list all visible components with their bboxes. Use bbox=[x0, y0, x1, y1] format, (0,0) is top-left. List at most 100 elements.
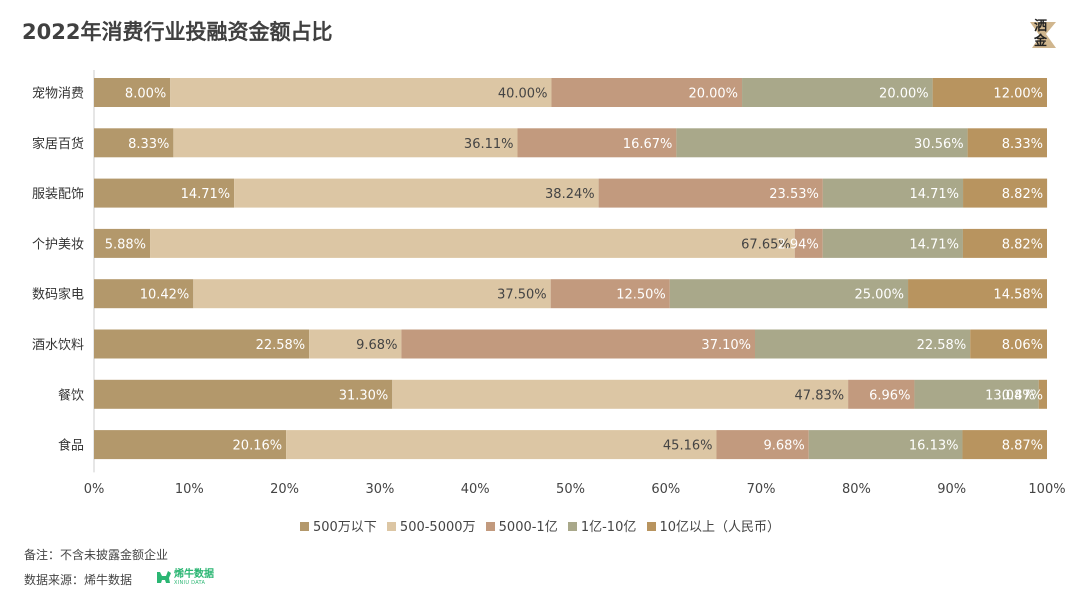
x-tick-label: 100% bbox=[1028, 482, 1065, 497]
bar-segment bbox=[742, 78, 933, 107]
bar-segment bbox=[716, 430, 809, 460]
bar-segment bbox=[963, 178, 1048, 208]
bar-segment bbox=[794, 228, 823, 258]
data-label: 14.58% bbox=[993, 288, 1043, 303]
legend-swatch-0 bbox=[299, 522, 309, 531]
x-tick-label: 0% bbox=[84, 482, 105, 497]
data-label: 13.04% bbox=[985, 388, 1035, 403]
bar-segment bbox=[755, 329, 971, 359]
bar-segment bbox=[970, 329, 1047, 359]
data-label: 14.71% bbox=[909, 187, 959, 202]
logo-star-icon bbox=[1030, 22, 1056, 48]
data-label: 22.58% bbox=[917, 338, 967, 353]
category-label: 数码家电 bbox=[32, 287, 84, 303]
x-tick-label: 70% bbox=[747, 482, 776, 497]
bar-segment bbox=[94, 329, 310, 359]
data-label: 20.00% bbox=[879, 87, 929, 102]
legend-item: 10亿以上（人民币） bbox=[646, 516, 781, 535]
bar-segment bbox=[150, 228, 795, 258]
bar-segment bbox=[848, 379, 915, 409]
data-label: 8.82% bbox=[1002, 237, 1043, 252]
data-label: 23.53% bbox=[769, 187, 819, 202]
chart-title: 2022年消费行业投融资金额占比 bbox=[22, 20, 333, 44]
data-label: 14.71% bbox=[181, 187, 231, 202]
bar-segment bbox=[173, 128, 518, 158]
logo: 洒 金 bbox=[1028, 18, 1058, 52]
legend-label: 500-5000万 bbox=[399, 520, 476, 535]
bar-segment bbox=[962, 228, 1047, 258]
bar-segment bbox=[962, 430, 1047, 460]
data-label: 22.58% bbox=[256, 338, 306, 353]
logo-text-bottom: 金 bbox=[1034, 34, 1048, 49]
bar-segment bbox=[550, 279, 670, 309]
bar-segment bbox=[1038, 379, 1047, 409]
bar-segment bbox=[170, 78, 552, 107]
data-label: 16.13% bbox=[909, 439, 959, 454]
data-label: 10.42% bbox=[140, 288, 190, 303]
legend-label: 1亿-10亿 bbox=[580, 520, 637, 535]
data-label: 38.24% bbox=[545, 187, 595, 202]
category-label: 服装配饰 bbox=[32, 187, 84, 202]
bar-segment bbox=[309, 329, 402, 359]
data-label: 2.94% bbox=[777, 237, 818, 252]
legend-label: 10亿以上（人民币） bbox=[659, 520, 781, 535]
bar-segment bbox=[669, 279, 909, 309]
data-label: 36.11% bbox=[464, 137, 514, 152]
data-label: 20.16% bbox=[233, 439, 283, 454]
legend-swatch-4 bbox=[646, 522, 656, 531]
data-label: 8.82% bbox=[1002, 187, 1043, 202]
data-label: 16.67% bbox=[623, 137, 673, 152]
x-tick-label: 50% bbox=[556, 482, 585, 497]
legend-item: 1亿-10亿 bbox=[567, 516, 637, 535]
bar-segment bbox=[676, 128, 968, 158]
footnote: 备注：不含未披露金额企业 bbox=[24, 548, 169, 562]
x-tick-label: 40% bbox=[461, 482, 490, 497]
bar-segment bbox=[808, 430, 963, 460]
x-tick-label: 90% bbox=[937, 482, 966, 497]
category-label: 食品 bbox=[58, 438, 84, 454]
bar-segment bbox=[94, 178, 235, 208]
stacked-bar-chart: 宠物消费 8.00% 40.00% 20.00% 20.00% 12.00% 家居百货 8.3… bbox=[32, 70, 1066, 497]
x-tick-label: 10% bbox=[175, 482, 204, 497]
data-label: 9.68% bbox=[763, 439, 804, 454]
legend-item: 5000-1亿 bbox=[485, 516, 558, 535]
legend-swatch-3 bbox=[567, 522, 577, 531]
data-label: 9.68% bbox=[356, 338, 397, 353]
data-label: 37.10% bbox=[701, 338, 751, 353]
data-label: 8.00% bbox=[125, 87, 166, 102]
data-label: 6.96% bbox=[869, 388, 910, 403]
bar-segment bbox=[822, 228, 963, 258]
data-label: 8.33% bbox=[1002, 137, 1043, 152]
brand-name: 烯牛数据 bbox=[174, 569, 214, 580]
bar-segment bbox=[286, 430, 717, 460]
data-label: 8.87% bbox=[1002, 439, 1043, 454]
data-label: 67.65% bbox=[741, 237, 791, 252]
bar-segment bbox=[598, 178, 823, 208]
legend-label: 500万以下 bbox=[312, 520, 377, 535]
legend-item: 500-5000万 bbox=[386, 516, 476, 535]
data-label: 25.00% bbox=[854, 288, 904, 303]
x-tick-label: 60% bbox=[651, 482, 680, 497]
legend-swatch-1 bbox=[386, 522, 396, 531]
category-label: 宠物消费 bbox=[32, 86, 84, 102]
data-label: 31.30% bbox=[339, 388, 389, 403]
data-label: 8.06% bbox=[1002, 338, 1043, 353]
bar-segment bbox=[908, 279, 1047, 309]
bar-segment bbox=[94, 430, 287, 460]
legend-swatch-2 bbox=[485, 522, 495, 531]
data-label: 14.71% bbox=[909, 237, 959, 252]
chart-legend: 500万以下 500-5000万 5000-1亿 1亿-10亿 10亿以上（人民… bbox=[0, 516, 1080, 535]
logo-text-top: 洒 bbox=[1034, 19, 1048, 34]
category-label: 餐饮 bbox=[58, 387, 84, 403]
bar-segment bbox=[94, 379, 393, 409]
brand-subtitle: XINIU DATA bbox=[174, 580, 206, 586]
bar-segment bbox=[932, 78, 1047, 107]
data-label: 12.00% bbox=[993, 87, 1043, 102]
bar-segment bbox=[234, 178, 599, 208]
data-label: 5.88% bbox=[105, 237, 146, 252]
data-label: 12.50% bbox=[616, 288, 666, 303]
data-label: 40.00% bbox=[498, 87, 548, 102]
brand-logo: 烯牛数据 XINIU DATA bbox=[156, 569, 216, 587]
x-tick-label: 30% bbox=[365, 482, 394, 497]
bar-segment bbox=[967, 128, 1047, 158]
